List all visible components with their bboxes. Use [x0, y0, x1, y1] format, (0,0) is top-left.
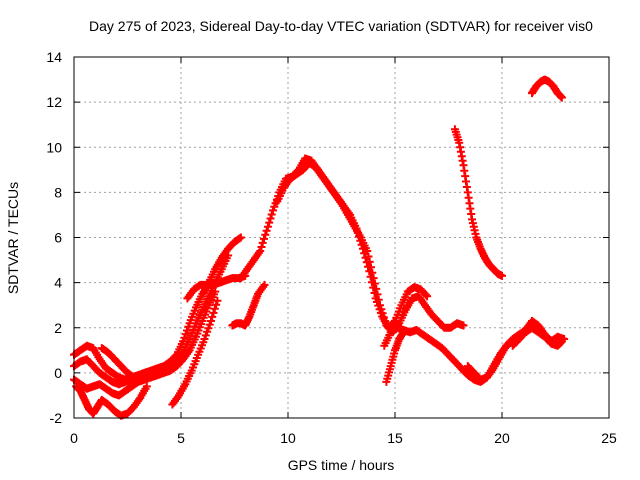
y-tick-label: -2	[50, 410, 63, 426]
y-tick-label: 8	[54, 184, 62, 200]
series-arc-5	[97, 344, 164, 384]
data-point-markers	[450, 125, 506, 280]
series-arc-14	[463, 317, 569, 384]
series-arc-13	[450, 125, 506, 280]
y-tick-label: 4	[54, 275, 62, 291]
data-point-markers	[273, 159, 468, 337]
x-tick-label: 5	[177, 430, 185, 446]
axes	[73, 56, 610, 419]
grid-layer	[74, 57, 609, 418]
y-tick-label: 6	[54, 230, 62, 246]
data-point-markers	[528, 75, 566, 102]
data-point-markers	[508, 323, 566, 350]
series-arc-4	[72, 382, 151, 420]
data-point-markers	[168, 296, 222, 409]
x-tick-label: 20	[494, 430, 510, 446]
data-point-markers	[228, 280, 269, 330]
series-arc-10	[273, 159, 468, 337]
x-axis-title: GPS time / hours	[288, 457, 395, 473]
series-arc-15	[508, 323, 566, 350]
y-tick-label: 10	[46, 139, 62, 155]
x-tick-label: 10	[280, 430, 296, 446]
data-marks	[70, 75, 569, 420]
series-arc-12	[382, 328, 408, 386]
y-axis-title: SDTVAR / TECUs	[5, 182, 21, 294]
tick-labels: 0 5 10 15 20 25 -2 0 2 4 6 8 10 12 14	[46, 49, 617, 446]
series-arc-16	[528, 75, 566, 102]
x-tick-label: 0	[70, 430, 78, 446]
x-tick-label: 25	[601, 430, 617, 446]
series-arc-8	[228, 280, 269, 330]
chart-title: Day 275 of 2023, Sidereal Day-to-day VTE…	[89, 18, 593, 34]
y-tick-label: 0	[54, 365, 62, 381]
data-point-markers	[463, 317, 569, 384]
series-arc-9	[236, 154, 432, 332]
data-point-markers	[382, 328, 408, 386]
data-point-markers	[72, 382, 151, 420]
series-arc-6	[168, 296, 222, 409]
x-tick-label: 15	[387, 430, 403, 446]
y-tick-label: 12	[46, 94, 62, 110]
y-tick-label: 14	[46, 49, 62, 65]
data-point-markers	[97, 344, 164, 384]
data-point-markers	[236, 154, 432, 332]
y-tick-label: 2	[54, 320, 62, 336]
